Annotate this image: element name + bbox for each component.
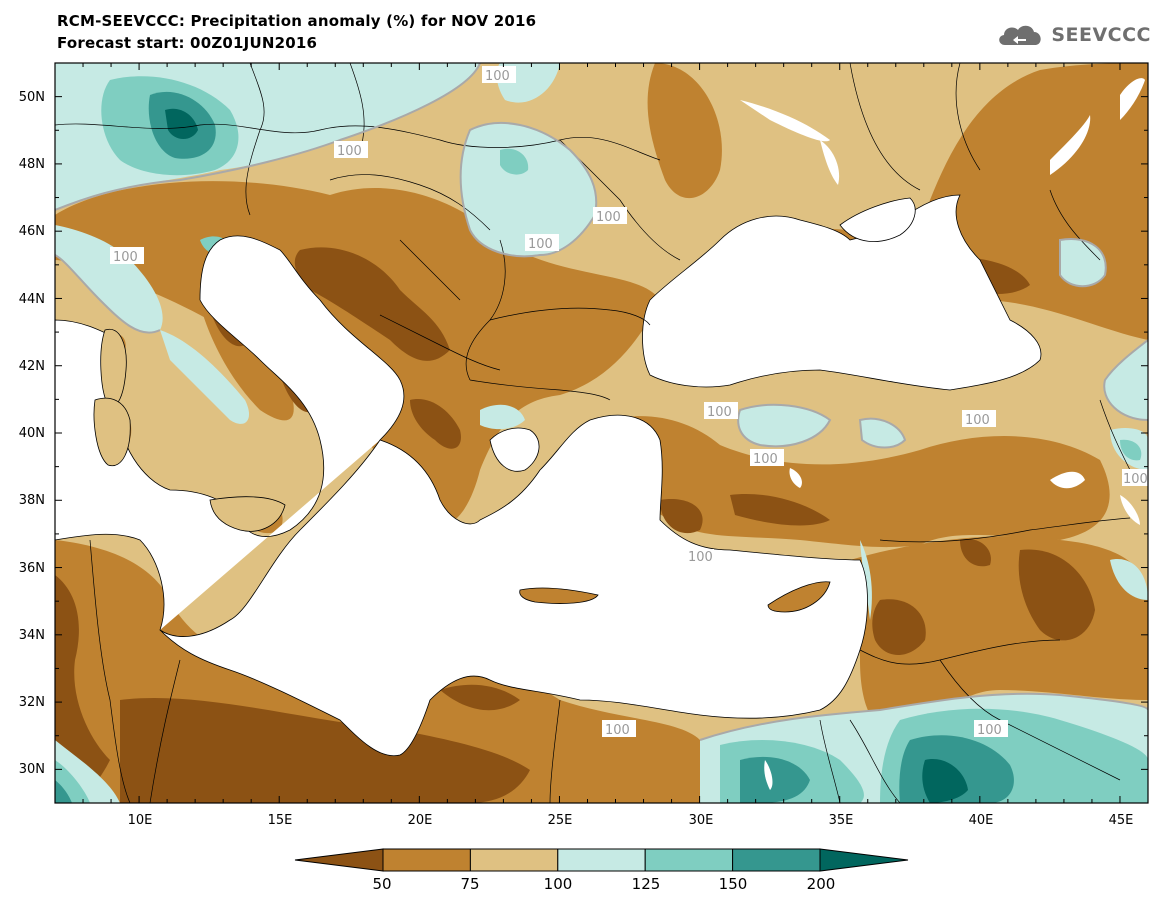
contour-label: 100 [1123, 472, 1148, 487]
colorbar-segment [382, 848, 471, 872]
contour-label: 100 [605, 723, 630, 738]
lon-tick-label: 45E [1109, 813, 1134, 828]
map-field: 100 100 100 100 100 100 100 100 100 100 … [55, 63, 1148, 803]
lon-tick-label: 15E [268, 813, 293, 828]
colorbar-level-label: 125 [632, 875, 661, 893]
aegean-inland [489, 427, 540, 472]
contour-label: 100 [753, 452, 778, 467]
lon-tick-label: 25E [548, 813, 573, 828]
colorbar-labels: 50 75 100 125 150 200 [372, 875, 835, 893]
colorbar-level-label: 75 [460, 875, 479, 893]
lat-axis-labels: 50N 48N 46N 44N 42N 40N 38N 36N 34N 32N … [19, 90, 45, 777]
colorbar-low-arrow [294, 848, 384, 872]
contour-label: 100 [113, 250, 138, 265]
colorbar-segment [732, 848, 821, 872]
islands [93, 328, 831, 613]
azov-sea [839, 197, 916, 242]
anomaly-zones-above-200 [165, 108, 968, 803]
lat-tick-label: 48N [19, 157, 45, 172]
lon-tick-label: 10E [128, 813, 153, 828]
contour-label: 100 [485, 69, 510, 84]
colorbar-level-label: 200 [807, 875, 836, 893]
lat-tick-label: 38N [19, 493, 45, 508]
contour-100-lines [55, 63, 1148, 741]
contour-label: 100 [707, 405, 732, 420]
contour-label: 100 [688, 550, 713, 565]
lon-axis-labels: 10E 15E 20E 25E 30E 35E 40E 45E [128, 813, 1134, 828]
colorbar-segment [557, 848, 646, 872]
contour-label: 100 [596, 210, 621, 225]
contour-label: 100 [528, 237, 553, 252]
lat-tick-label: 46N [19, 224, 45, 239]
contour-label: 100 [965, 413, 990, 428]
axis-ticks [54, 62, 1149, 804]
contour-label: 100 [977, 723, 1002, 738]
cloud-icon [999, 25, 1041, 45]
contour-labels: 100 100 100 100 100 100 100 100 100 100 … [110, 66, 1148, 738]
lat-tick-label: 30N [19, 762, 45, 777]
lat-tick-label: 34N [19, 628, 45, 643]
sea-areas [55, 194, 1042, 757]
colorbar-high-arrow [819, 848, 909, 872]
colorbar [294, 848, 909, 872]
country-borders [55, 63, 1131, 803]
lon-tick-label: 30E [689, 813, 714, 828]
anomaly-zones-below-50 [55, 247, 1095, 803]
lat-tick-label: 44N [19, 292, 45, 307]
colorbar-level-label: 150 [719, 875, 748, 893]
map-title: RCM-SEEVCCC: Precipitation anomaly (%) f… [57, 12, 537, 30]
seevccc-logo: SEEVCCC [995, 20, 1151, 50]
lat-tick-label: 32N [19, 695, 45, 710]
lake-patches [740, 78, 1145, 790]
lon-tick-label: 40E [969, 813, 994, 828]
logo-text: SEEVCCC [1051, 24, 1151, 46]
colorbar-segment [469, 848, 559, 872]
contour-label: 100 [337, 144, 362, 159]
forecast-start-subtitle: Forecast start: 00Z01JUN2016 [57, 34, 318, 52]
mediterranean-sea [55, 235, 868, 757]
black-sea [642, 194, 1042, 391]
colorbar-segment [644, 848, 734, 872]
lon-tick-label: 35E [829, 813, 854, 828]
lat-tick-label: 42N [19, 359, 45, 374]
colorbar-level-label: 100 [544, 875, 573, 893]
colorbar-level-label: 50 [372, 875, 391, 893]
lon-tick-label: 20E [408, 813, 433, 828]
lat-tick-label: 40N [19, 426, 45, 441]
lat-tick-label: 36N [19, 561, 45, 576]
lat-tick-label: 50N [19, 90, 45, 105]
